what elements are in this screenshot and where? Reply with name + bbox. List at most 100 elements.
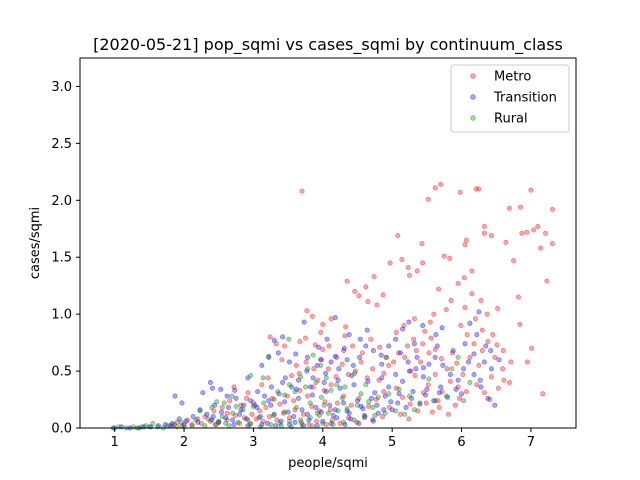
- data-point: [356, 293, 362, 299]
- data-point: [172, 393, 178, 399]
- data-point: [314, 418, 320, 424]
- data-point: [219, 404, 225, 410]
- data-point: [219, 409, 225, 415]
- data-point: [388, 399, 394, 405]
- data-point: [417, 400, 423, 406]
- data-point: [408, 368, 414, 374]
- data-point: [375, 394, 381, 400]
- data-point: [248, 373, 254, 379]
- data-point: [280, 334, 286, 340]
- data-point: [321, 379, 327, 385]
- data-point: [467, 354, 473, 360]
- data-point: [485, 395, 491, 401]
- data-point: [397, 411, 403, 417]
- data-point: [202, 423, 208, 429]
- data-point: [423, 400, 429, 406]
- data-point: [302, 335, 308, 341]
- data-point: [447, 371, 453, 377]
- data-point: [363, 284, 369, 290]
- data-point: [495, 385, 501, 391]
- x-tick-label: 3: [249, 435, 257, 450]
- data-point: [386, 384, 392, 390]
- data-point: [494, 342, 500, 348]
- data-point: [412, 373, 418, 379]
- data-point: [323, 370, 329, 376]
- data-point: [420, 374, 426, 380]
- data-point: [303, 359, 309, 365]
- data-point: [230, 417, 236, 423]
- data-point: [310, 375, 316, 381]
- x-tick-label: 6: [457, 435, 465, 450]
- data-point: [492, 402, 498, 408]
- data-point: [476, 362, 482, 368]
- data-point: [441, 253, 447, 259]
- data-point: [259, 362, 265, 368]
- data-point: [508, 359, 514, 365]
- data-point: [393, 371, 399, 377]
- data-point: [320, 321, 326, 327]
- data-point: [447, 378, 453, 384]
- data-point: [212, 422, 218, 428]
- data-point: [405, 359, 411, 365]
- data-point: [500, 348, 506, 354]
- data-point: [370, 417, 376, 423]
- data-point: [307, 415, 313, 421]
- data-point: [301, 319, 307, 325]
- data-point: [310, 352, 316, 358]
- data-point: [326, 343, 332, 349]
- data-point: [356, 420, 362, 426]
- data-point: [453, 386, 459, 392]
- data-point: [370, 404, 376, 410]
- data-point: [233, 395, 239, 401]
- data-point: [330, 422, 336, 428]
- data-point: [226, 423, 232, 429]
- data-point: [381, 370, 387, 376]
- data-point: [279, 357, 285, 363]
- data-point: [370, 366, 376, 372]
- data-point: [436, 286, 442, 292]
- data-point: [433, 332, 439, 338]
- data-point: [312, 342, 318, 348]
- data-point: [517, 204, 523, 210]
- data-point: [275, 350, 281, 356]
- data-point: [277, 401, 283, 407]
- data-point: [481, 224, 487, 230]
- data-point: [344, 406, 350, 412]
- data-point: [298, 417, 304, 423]
- data-point: [359, 350, 365, 356]
- data-point: [524, 359, 530, 365]
- data-point: [434, 343, 440, 349]
- data-point: [204, 411, 210, 417]
- data-point: [380, 292, 386, 298]
- data-point: [245, 390, 251, 396]
- data-point: [454, 360, 460, 366]
- data-point: [402, 354, 408, 360]
- data-point: [428, 335, 434, 341]
- y-tick-label: 2.5: [51, 137, 72, 152]
- data-point: [393, 385, 399, 391]
- data-point: [438, 181, 444, 187]
- x-tick-label: 7: [527, 435, 535, 450]
- data-point: [314, 423, 320, 429]
- data-point: [361, 415, 367, 421]
- data-point: [368, 395, 374, 401]
- data-point: [351, 382, 357, 388]
- data-point: [488, 233, 494, 239]
- data-point: [291, 398, 297, 404]
- data-point: [232, 387, 238, 393]
- data-point: [406, 272, 412, 278]
- data-point: [328, 316, 334, 322]
- data-point: [447, 255, 453, 261]
- data-point: [462, 341, 468, 347]
- data-point: [474, 332, 480, 338]
- data-point: [336, 366, 342, 372]
- data-point: [207, 379, 213, 385]
- data-point: [348, 402, 354, 408]
- data-point: [313, 379, 319, 385]
- data-point: [471, 371, 477, 377]
- data-point: [270, 412, 276, 418]
- data-point: [357, 336, 363, 342]
- data-point: [414, 354, 420, 360]
- data-point: [477, 377, 483, 383]
- data-point: [233, 403, 239, 409]
